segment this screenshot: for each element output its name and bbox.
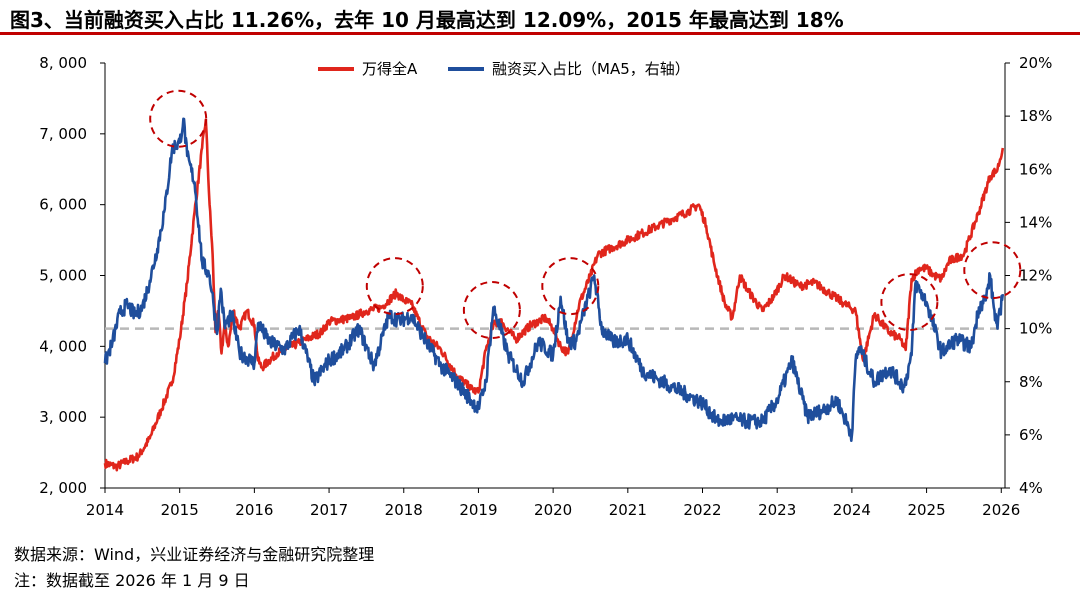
x-tick-label: 2025 (907, 501, 945, 519)
chart: 2, 000 3, 000 4, 000 5, 000 6, 000 7, 000 8, 0… (39, 54, 1052, 519)
legend-label-a: 万得全A (362, 60, 418, 78)
y-left-tick-label: 4, 000 (39, 337, 87, 355)
x-tick-label: 2016 (235, 501, 273, 519)
source-note: 数据来源：Wind，兴业证券经济与金融研究院整理 (14, 545, 375, 564)
highlight-circle (462, 281, 521, 340)
y-right-tick-label: 10% (1019, 320, 1052, 338)
y-right-tick-label: 4% (1019, 479, 1043, 497)
y-right-tick-label: 12% (1019, 267, 1052, 285)
x-tick-label: 2023 (758, 501, 796, 519)
y-right-tick-label: 6% (1019, 426, 1043, 444)
chart-axes (104, 63, 1006, 489)
y-right-tick-label: 16% (1019, 160, 1052, 178)
highlight-circle (963, 241, 1022, 300)
x-tick-label: 2022 (683, 501, 721, 519)
y-left-tick-label: 7, 000 (39, 125, 87, 143)
y-left-tick-label: 8, 000 (39, 54, 87, 72)
y-left-tick-label: 5, 000 (39, 267, 87, 285)
x-tick-label: 2020 (534, 501, 572, 519)
y-right-tick-label: 8% (1019, 373, 1043, 391)
x-tick-label: 2017 (310, 501, 348, 519)
y-right-tick-label: 18% (1019, 107, 1052, 125)
series-line-wind-all-a (103, 118, 1005, 472)
chart-title: 图3、当前融资买入占比 11.26%，去年 10 月最高达到 12.09%，20… (10, 8, 844, 32)
y-right-tick-label: 14% (1019, 213, 1052, 231)
x-tick-label: 2018 (385, 501, 423, 519)
y-left-tick-label: 6, 000 (39, 196, 87, 214)
highlight-circle (149, 89, 208, 148)
highlight-circle (365, 257, 424, 316)
highlight-circles (149, 89, 1022, 340)
date-note: 注：数据截至 2026 年 1 月 9 日 (14, 571, 250, 590)
x-tick-label: 2014 (86, 501, 124, 519)
y-left-tick-label: 3, 000 (39, 408, 87, 426)
y-left-tick-label: 2, 000 (39, 479, 87, 497)
highlight-circle (880, 273, 939, 332)
y-right-tick-label: 20% (1019, 54, 1052, 72)
series-line-margin-ratio (103, 117, 1005, 442)
legend-label-b: 融资买入占比（MA5，右轴） (492, 60, 690, 78)
x-tick-label: 2015 (161, 501, 199, 519)
legend: 万得全A 融资买入占比（MA5，右轴） (318, 60, 690, 78)
x-tick-label: 2021 (609, 501, 647, 519)
x-tick-label: 2019 (459, 501, 497, 519)
x-tick-label: 2024 (833, 501, 871, 519)
title-rule (0, 32, 1080, 35)
chart-ticks: 2, 000 3, 000 4, 000 5, 000 6, 000 7, 000 8, 0… (39, 54, 1052, 519)
x-tick-label: 2026 (982, 501, 1020, 519)
highlight-circle (541, 257, 600, 316)
chart-series (103, 117, 1005, 472)
